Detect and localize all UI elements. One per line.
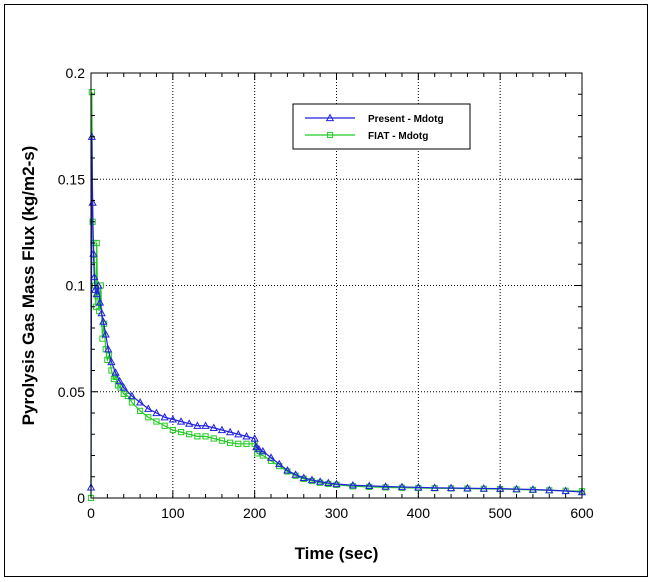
data-point-0 — [561, 486, 570, 495]
data-point-0 — [545, 485, 554, 494]
data-point-1 — [177, 429, 185, 436]
data-point-1 — [104, 356, 111, 363]
data-point-0 — [250, 434, 259, 442]
data-point-1 — [137, 407, 144, 414]
data-point-0 — [463, 483, 472, 492]
data-point-0 — [185, 419, 194, 427]
data-point-0 — [127, 391, 137, 400]
data-point-0 — [107, 357, 116, 366]
data-point-0 — [92, 289, 101, 298]
data-point-0 — [365, 481, 374, 490]
data-point-0 — [528, 485, 538, 493]
data-point-0 — [283, 466, 292, 474]
data-point-0 — [89, 249, 98, 257]
data-point-1 — [243, 440, 250, 447]
data-point-0 — [291, 470, 300, 478]
data-point-0 — [160, 412, 169, 421]
x-tick-label-3: 300 — [325, 505, 349, 521]
y-tick-label-1: 0.05 — [58, 384, 85, 400]
data-point-0 — [348, 480, 358, 489]
data-point-0 — [430, 483, 439, 491]
legend: Present - Mdotg FIAT - Mdotg — [292, 103, 471, 150]
data-point-1 — [108, 367, 115, 374]
data-point-0 — [193, 421, 202, 429]
series-layer — [86, 89, 587, 502]
y-axis-title: Pyrolysis Gas Mass Flux (kg/m2-s) — [19, 146, 38, 426]
data-point-0 — [479, 484, 488, 492]
data-point-1 — [153, 418, 160, 425]
x-tick-label-1: 100 — [161, 505, 185, 521]
data-point-1 — [227, 439, 234, 446]
y-tick-label-3: 0.15 — [58, 171, 85, 187]
data-point-0 — [115, 376, 124, 385]
data-point-0 — [242, 432, 251, 440]
legend-marker-0 — [325, 113, 335, 122]
axis-ticks: 0 100 200 300 400 500 600 0 0.05 0.1 0.15 0.2 — [58, 65, 594, 521]
y-tick-label-2: 0.1 — [66, 278, 86, 294]
data-point-0 — [307, 475, 317, 484]
x-tick-label-6: 600 — [570, 505, 594, 521]
x-tick-label-0: 0 — [87, 505, 95, 521]
data-point-0 — [168, 415, 177, 423]
data-point-0 — [275, 459, 284, 468]
data-point-0 — [397, 482, 407, 491]
y-tick-label-4: 0.2 — [66, 65, 86, 81]
y-tick-label-0: 0 — [77, 490, 85, 506]
data-point-1 — [128, 399, 136, 406]
data-point-0 — [90, 272, 99, 281]
data-point-0 — [234, 429, 243, 438]
data-point-0 — [144, 404, 153, 412]
data-point-1 — [259, 452, 266, 459]
legend-label-present: Present - Mdotg — [368, 114, 444, 125]
series-0 — [86, 132, 587, 496]
x-tick-label-2: 200 — [243, 505, 267, 521]
data-point-0 — [414, 483, 423, 491]
data-point-0 — [152, 408, 161, 417]
data-point-0 — [101, 330, 110, 338]
data-point-0 — [332, 479, 341, 488]
data-point-1 — [235, 440, 242, 447]
data-point-0 — [381, 482, 390, 490]
data-point-1 — [186, 431, 193, 438]
data-point-0 — [225, 427, 235, 436]
data-point-0 — [176, 417, 186, 425]
data-point-0 — [209, 423, 218, 432]
x-tick-label-5: 500 — [488, 505, 512, 521]
data-point-0 — [254, 444, 263, 453]
data-point-1 — [194, 433, 201, 440]
data-point-0 — [446, 483, 456, 492]
data-point-0 — [315, 477, 325, 485]
series-line-0 — [90, 136, 583, 493]
x-axis-title: Time (sec) — [295, 544, 379, 563]
data-point-1 — [169, 426, 176, 434]
data-point-0 — [299, 473, 308, 481]
x-tick-label-4: 400 — [407, 505, 431, 521]
legend-marker-1 — [326, 131, 334, 139]
legend-box — [292, 103, 471, 150]
data-point-0 — [324, 478, 333, 487]
data-point-0 — [512, 484, 521, 493]
data-point-1 — [218, 437, 226, 444]
data-point-0 — [266, 453, 276, 461]
data-point-0 — [97, 308, 106, 317]
data-point-1 — [202, 433, 209, 440]
data-point-0 — [99, 317, 108, 325]
data-point-0 — [104, 344, 113, 353]
data-point-0 — [119, 383, 128, 391]
data-point-0 — [217, 425, 227, 434]
data-point-0 — [111, 368, 120, 376]
data-point-1 — [161, 422, 168, 429]
data-point-0 — [135, 398, 145, 406]
data-point-1 — [145, 414, 152, 421]
data-point-0 — [201, 421, 210, 429]
data-point-0 — [90, 285, 100, 293]
data-point-1 — [210, 435, 217, 442]
legend-label-fiat: FIAT - Mdotg — [368, 131, 428, 142]
data-point-0 — [95, 298, 105, 306]
data-point-0 — [258, 446, 267, 455]
